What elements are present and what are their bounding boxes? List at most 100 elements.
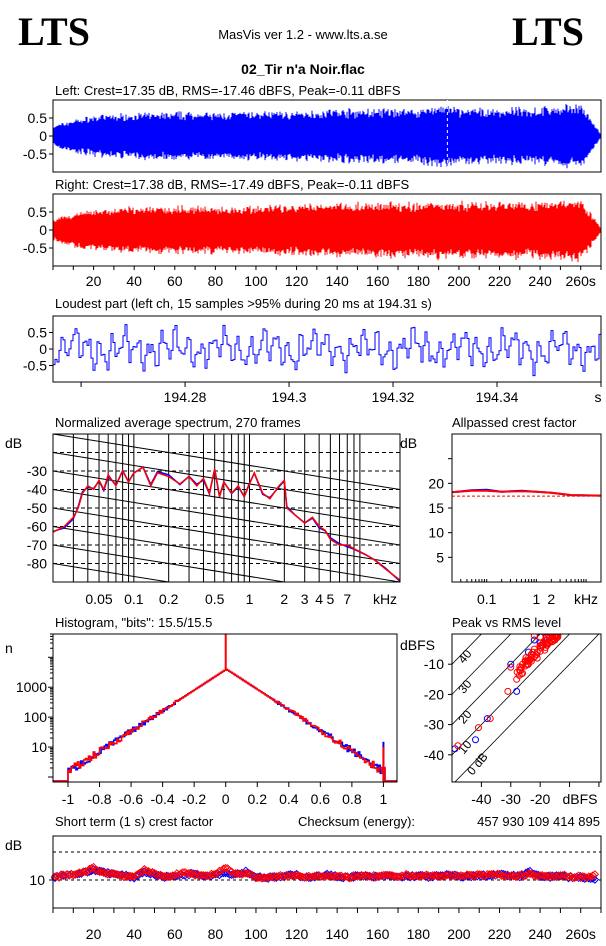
y-tick-label: 0	[39, 128, 47, 144]
y-axis-label: dB	[400, 435, 417, 451]
crest-point-right	[580, 872, 589, 882]
crest-point-right	[166, 872, 175, 881]
x-tick-label: 260s	[566, 273, 596, 289]
right-waveform-panel	[49, 193, 602, 270]
slope-line	[53, 563, 172, 582]
x-tick-label: 80	[208, 926, 224, 942]
crest-point-right	[300, 873, 309, 882]
crest-point-right	[219, 864, 228, 873]
short-crest-panel	[49, 835, 602, 913]
x-tick-label: 0.2	[248, 791, 268, 807]
peak-rms-point-left	[483, 715, 491, 723]
crest-point-left	[489, 870, 498, 879]
crest-line	[454, 634, 600, 782]
x-tick-label: 200	[447, 273, 471, 289]
logo-right: LTS	[512, 9, 584, 54]
crest-point-right	[215, 866, 224, 876]
crest-line	[452, 634, 512, 695]
crest-point-right	[99, 868, 108, 878]
x-tick-label: 1	[246, 591, 254, 607]
y-tick-label: 0.5	[28, 325, 48, 341]
x-tick-label: 0	[222, 791, 230, 807]
peak-rms-point-right	[529, 648, 537, 656]
x-tick-label: 0.05	[85, 591, 112, 607]
spectrum-plot-frame	[52, 433, 401, 583]
left-waveform-panel	[49, 99, 602, 173]
crest-point-right	[408, 871, 417, 881]
x-tick-label: -1	[62, 791, 75, 807]
x-tick-label: 0.6	[311, 791, 331, 807]
crest-point-right	[302, 873, 311, 882]
crest-point-left	[198, 872, 208, 881]
x-tick-label: 1	[532, 591, 540, 607]
y-tick-label: -60	[27, 519, 47, 535]
slope-line	[53, 526, 400, 582]
crest-point-right	[306, 872, 315, 882]
crest-point-right	[588, 871, 598, 880]
crest-point-right	[485, 870, 494, 879]
x-tick-label: 3	[301, 591, 309, 607]
x-tick-label: 180	[407, 926, 431, 942]
y-tick-label: 0	[39, 222, 47, 238]
allpass-right-line	[451, 489, 602, 497]
crest-point-right	[168, 871, 177, 880]
x-tick-label: 2	[280, 591, 288, 607]
loudest-title: Loudest part (left ch, 15 samples >95% d…	[55, 296, 432, 311]
crest-point-right	[296, 871, 305, 881]
crest-point-right	[511, 872, 520, 881]
crest-point-right	[320, 872, 330, 881]
x-unit-label: s	[595, 389, 602, 405]
peak-rms-point-right	[517, 670, 525, 678]
crest-point-right	[397, 871, 407, 880]
x-tick-label: 120	[285, 273, 309, 289]
peak-rms-point-left	[530, 636, 538, 644]
crest-point-right	[341, 872, 350, 881]
crest-point-right	[339, 872, 348, 882]
crest-point-right	[85, 864, 94, 874]
crest-point-right	[420, 871, 429, 881]
crest-point-right	[87, 864, 96, 873]
crest-point-right	[148, 867, 157, 877]
short-crest-title: Short term (1 s) crest factor	[55, 814, 214, 829]
slope-line	[53, 544, 288, 582]
crest-line-label: 20	[455, 707, 475, 726]
x-tick-label: -0.8	[87, 791, 111, 807]
crest-point-left	[190, 869, 200, 879]
y-tick-label: 10	[428, 525, 444, 541]
y-tick-label: -30	[424, 717, 444, 733]
crest-point-right	[280, 873, 289, 882]
crest-point-right	[387, 871, 397, 880]
crest-point-right	[115, 870, 125, 880]
loudest-trace	[53, 324, 602, 377]
crest-point-right	[481, 871, 490, 881]
y-tick-label: -10	[424, 656, 444, 672]
slope-line	[53, 434, 400, 490]
histogram-title: Histogram, "bits": 15.5/15.5	[55, 615, 212, 630]
crest-point-right	[205, 871, 214, 881]
histogram-panel	[48, 633, 398, 787]
x-tick-label: 100	[244, 273, 268, 289]
x-unit-label: dBFS	[562, 791, 597, 807]
y-tick-label: 0	[39, 341, 47, 357]
x-tick-label: 180	[407, 273, 431, 289]
crest-point-right	[521, 871, 531, 880]
x-tick-label: 194.3	[272, 389, 307, 405]
allpass-panel	[448, 433, 602, 583]
x-tick-label: 240	[528, 273, 552, 289]
crest-point-right	[52, 872, 62, 881]
crest-point-right	[558, 872, 567, 881]
x-tick-label: 160	[366, 273, 390, 289]
crest-point-right	[475, 870, 484, 879]
right-waveform-trace	[53, 200, 601, 263]
spectrum-title: Normalized average spectrum, 270 frames	[55, 415, 301, 430]
slope-line	[53, 507, 400, 564]
x-tick-label: -30	[501, 791, 521, 807]
crest-point-right	[310, 871, 320, 881]
crest-point-right	[123, 872, 133, 881]
crest-point-right	[134, 869, 143, 878]
crest-point-right	[186, 869, 196, 878]
peak-rms-point-right	[549, 634, 557, 640]
histogram-right-line	[53, 668, 397, 782]
y-tick-label: -20	[424, 686, 444, 702]
